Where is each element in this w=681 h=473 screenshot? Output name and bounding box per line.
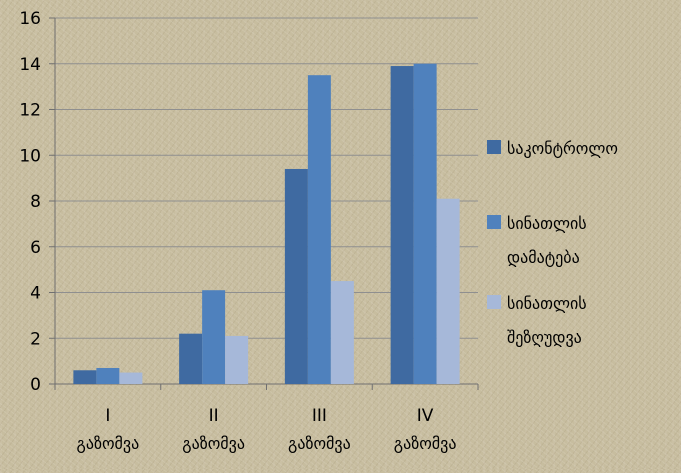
bar-1-1: [73, 370, 97, 384]
y-tick-label: 16: [19, 9, 41, 29]
x-tick-sublabel: გაზომვა: [77, 434, 140, 453]
bar-2-1: [96, 367, 120, 384]
legend-swatch-3: [487, 295, 501, 309]
y-tick-label: 12: [19, 101, 41, 121]
bar-2-2: [202, 290, 226, 384]
x-tick-label: IV: [417, 406, 434, 426]
y-tick-label: 14: [19, 55, 41, 75]
bar-1-2: [179, 333, 203, 384]
bar-3-2: [225, 335, 249, 384]
bar-3-3: [330, 281, 354, 384]
bar-3-1: [119, 372, 143, 384]
y-tick-label: 4: [30, 284, 41, 304]
y-tick-label: 10: [19, 146, 41, 166]
x-tick-sublabel: გაზომვა: [182, 434, 245, 453]
legend-label: სინათლის: [507, 214, 587, 233]
legend-label: შეზღუდვა: [507, 328, 582, 347]
bar-1-4: [390, 66, 414, 384]
x-tick-label: II: [209, 406, 219, 426]
y-tick-label: 8: [30, 192, 41, 212]
bar-2-3: [307, 75, 331, 384]
y-tick-label: 0: [30, 375, 41, 395]
x-tick-sublabel: გაზომვა: [288, 434, 351, 453]
bar-3-4: [436, 198, 460, 384]
bar-1-3: [284, 168, 308, 384]
y-tick-label: 2: [30, 329, 41, 349]
legend-label: სინათლის: [507, 294, 587, 313]
x-tick-sublabel: გაზომვა: [394, 434, 457, 453]
legend-swatch-2: [487, 215, 501, 229]
legend-label: დამატება: [507, 248, 580, 267]
y-tick-label: 6: [30, 238, 41, 258]
x-tick-label: III: [312, 406, 327, 426]
bar-2-4: [413, 63, 437, 384]
legend-swatch-1: [487, 140, 501, 154]
legend-label: საკონტროლო: [507, 139, 618, 158]
x-tick-label: I: [105, 406, 110, 426]
